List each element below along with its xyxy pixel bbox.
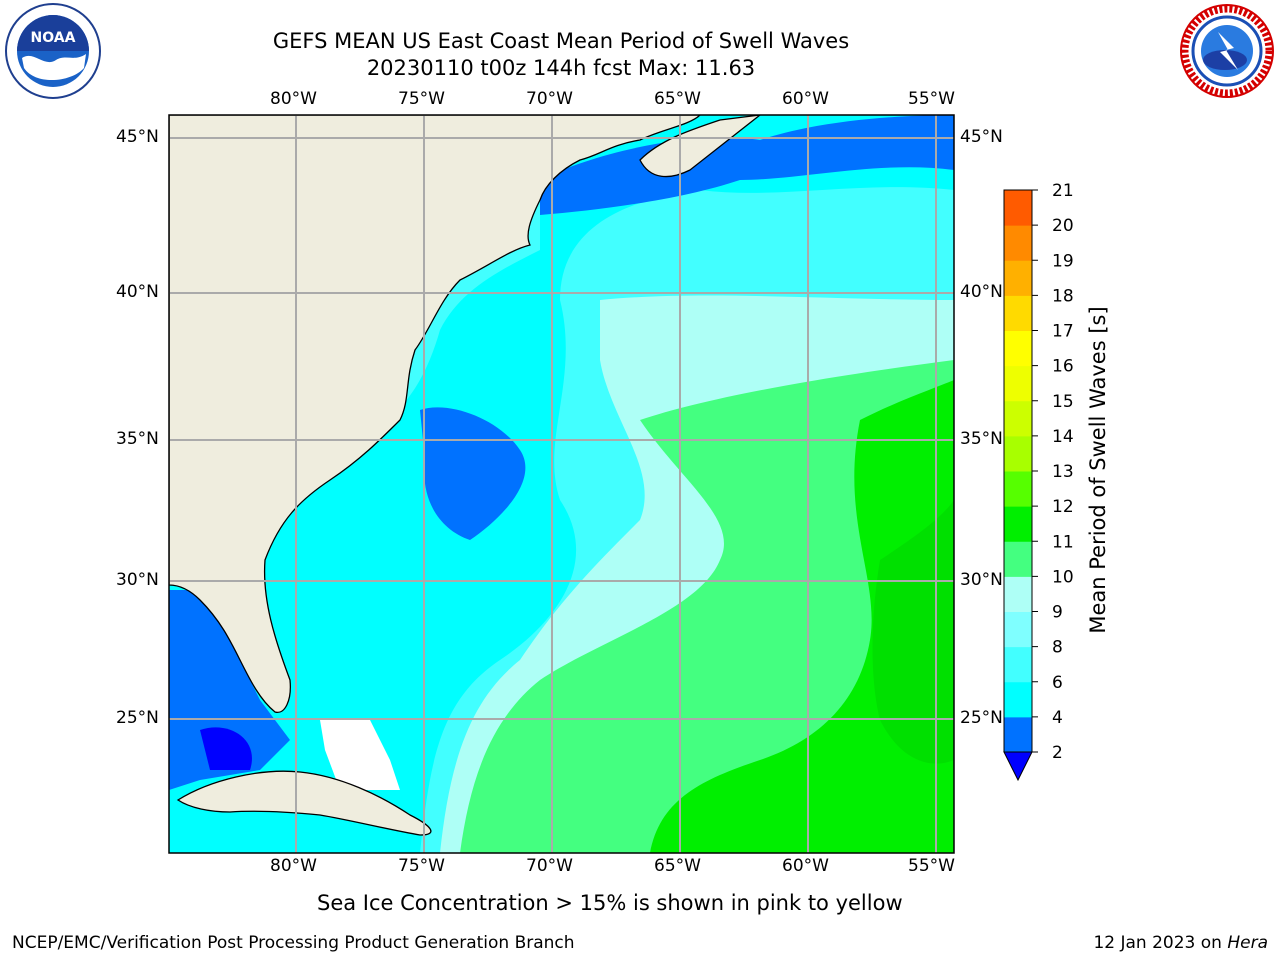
colorbar-segment (1004, 225, 1032, 261)
lon-tick-top: 70°W (526, 89, 573, 109)
map-subtitle: 20230110 t00z 144h fcst Max: 11.63 (366, 56, 756, 80)
lat-tick-right: 40°N (960, 282, 1003, 302)
lat-tick-left: 30°N (116, 570, 159, 590)
lon-tick-top: 80°W (270, 89, 317, 109)
lat-tick-left: 40°N (116, 282, 159, 302)
lat-tick-right: 35°N (960, 429, 1003, 449)
colorbar-segment (1004, 646, 1032, 683)
land-north-america (169, 115, 701, 713)
colorbar-segment (1004, 471, 1032, 507)
colorbar-segment (1004, 330, 1032, 367)
lon-tick-bottom: 75°W (398, 856, 445, 876)
swell-contour-2-4-gulf (169, 590, 290, 790)
colorbar-tick-label: 2 (1052, 743, 1063, 763)
colorbar-tick-label: 4 (1052, 708, 1063, 728)
colorbar-tick-label: 13 (1052, 462, 1074, 482)
colorbar-tick-label: 14 (1052, 427, 1074, 447)
lon-tick-bottom: 80°W (270, 856, 317, 876)
map-gridlines (169, 115, 954, 853)
colorbar-segment (1004, 681, 1032, 718)
lat-tick-left: 25°N (116, 708, 159, 728)
lat-tick-right: 25°N (960, 708, 1003, 728)
colorbar-tick-label: 16 (1052, 357, 1074, 377)
footer-date-text: 12 Jan 2023 on (1093, 933, 1228, 953)
colorbar-tick-label: 20 (1052, 216, 1074, 236)
colorbar-tick-label: 11 (1052, 532, 1074, 552)
colorbar-segment (1004, 611, 1032, 648)
noaa-logo-icon: NOAA (4, 2, 102, 100)
swell-contour-2-4-north (540, 115, 954, 215)
bahamas-banks (320, 720, 400, 790)
colorbar-segment (1004, 365, 1032, 402)
lat-tick-right: 45°N (960, 127, 1003, 147)
colorbar-tick-label: 9 (1052, 603, 1063, 623)
colorbar-tick-label: 12 (1052, 497, 1074, 517)
footer-date: 12 Jan 2023 on Hera (1093, 933, 1268, 953)
lon-tick-bottom: 55°W (908, 856, 955, 876)
land-cuba (176, 770, 432, 836)
lon-tick-bottom: 60°W (782, 856, 829, 876)
colorbar-tick-label: 18 (1052, 286, 1074, 306)
lon-tick-top: 75°W (398, 89, 445, 109)
lon-tick-top: 55°W (908, 89, 955, 109)
colorbar-segment (1004, 435, 1032, 472)
lat-tick-left: 45°N (116, 127, 159, 147)
nws-logo-icon (1178, 2, 1276, 100)
colorbar: 2 4 6 8 9 10 11 12 13 14 15 16 17 18 19 20 21 (1003, 181, 1074, 782)
colorbar-segment (1004, 295, 1032, 331)
colorbar-tick-label: 6 (1052, 673, 1063, 693)
svg-text:NOAA: NOAA (31, 30, 76, 46)
colorbar-tick-label: 17 (1052, 322, 1074, 342)
colorbar-tick-label: 21 (1052, 181, 1074, 201)
lon-tick-top: 65°W (654, 89, 701, 109)
sea-ice-note: Sea Ice Concentration > 15% is shown in … (317, 891, 903, 915)
lat-tick-left: 35°N (116, 429, 159, 449)
colorbar-segment (1004, 541, 1032, 577)
footer-host: Hera (1227, 933, 1268, 953)
colorbar-tick-label: 19 (1052, 251, 1074, 271)
lon-tick-bottom: 65°W (654, 856, 701, 876)
colorbar-segment (1004, 400, 1032, 437)
swell-contour-under-2 (200, 727, 252, 770)
colorbar-label: Mean Period of Swell Waves [s] (1086, 306, 1110, 634)
footer-credit: NCEP/EMC/Verification Post Processing Pr… (12, 933, 575, 953)
swell-contour-4-6 (169, 115, 954, 853)
lon-tick-bottom: 70°W (526, 856, 573, 876)
map-frame (168, 114, 955, 854)
colorbar-under-extension (1003, 751, 1033, 782)
swell-contour-11 (872, 500, 954, 764)
colorbar-segment (1004, 506, 1032, 542)
colorbar-tick-label: 15 (1052, 392, 1074, 412)
colorbar-segment (1004, 190, 1032, 226)
colorbar-segment (1004, 576, 1032, 612)
colorbar-tick-label: 8 (1052, 638, 1063, 658)
map-title: GEFS MEAN US East Coast Mean Period of S… (272, 29, 850, 53)
colorbar-tick-label: 10 (1052, 567, 1074, 587)
colorbar-segment (1004, 260, 1032, 296)
land-nova-scotia (639, 115, 762, 178)
swell-contour-10-11 (650, 380, 954, 853)
lat-tick-right: 30°N (960, 570, 1003, 590)
colorbar-segment (1004, 716, 1032, 753)
lon-tick-top: 60°W (782, 89, 829, 109)
